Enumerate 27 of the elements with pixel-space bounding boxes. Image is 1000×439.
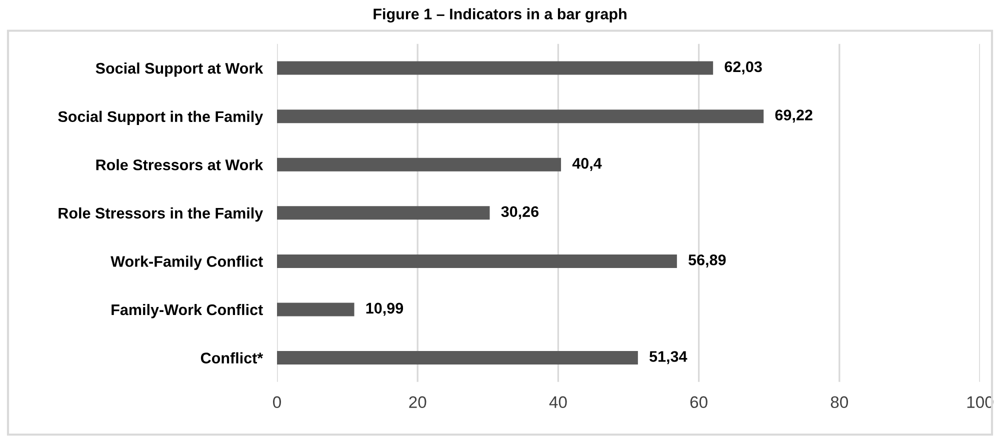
x-tick-label: 0 [273,396,281,408]
data-label: 30,26 [501,206,539,220]
data-label: 51,34 [650,351,688,364]
bar [277,158,562,172]
y-tick-label: Social Support at Work [96,62,264,77]
bar [277,206,490,220]
y-tick-label: Role Stressors at Work [96,159,264,170]
y-tick-label: Conflict* [200,352,264,364]
x-tick-label: 60 [690,396,708,408]
data-label: 56,89 [688,254,726,268]
bar [277,302,354,316]
y-tick-label: Role Stressors in the Family [58,207,264,222]
y-tick-label: Social Support in the Family [58,110,264,126]
bar [277,110,764,124]
bar [277,61,714,75]
data-label: 40,4 [572,158,602,171]
x-tick-label: 20 [409,396,426,408]
chart-title: Figure 1 – Indicators in a bar graph [374,8,626,23]
y-tick-label: Work-Family Conflict [110,256,263,270]
x-tick-label: 80 [830,396,848,408]
bar [277,351,638,365]
data-label: 10,99 [366,302,404,316]
data-label: 62,03 [724,61,762,74]
bar [277,254,677,268]
x-tick-label: 40 [549,396,567,408]
data-label: 69,22 [775,110,812,123]
y-tick-label: Family-Work Conflict [112,304,263,318]
